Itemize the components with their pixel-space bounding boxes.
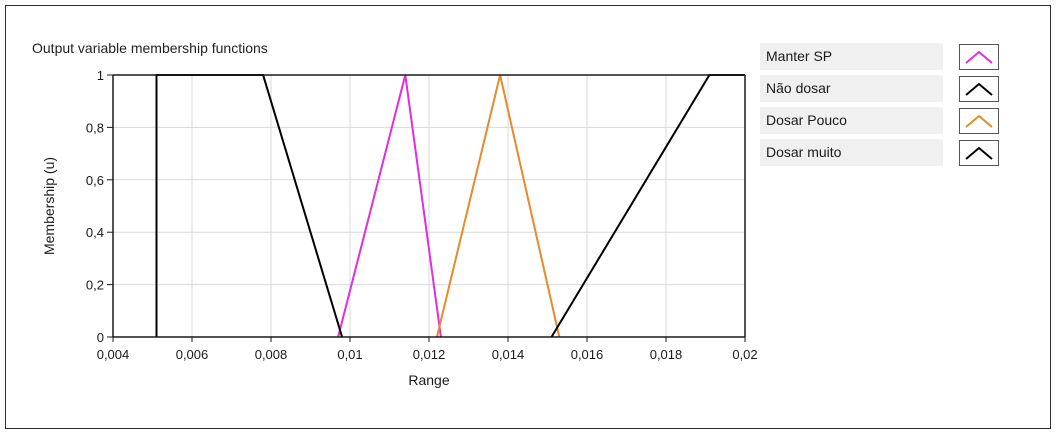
legend-swatch-icon[interactable] [959,140,999,166]
y-tick-label: 0,6 [86,173,104,188]
chart-title: Output variable membership functions [32,40,268,56]
x-tick-label: 0,01 [337,347,362,362]
y-tick-label: 0,4 [86,225,104,240]
legend-label: Manter SP [760,43,943,70]
x-tick-label: 0,004 [97,347,130,362]
y-tick-label: 0,2 [86,278,104,293]
x-tick-label: 0,008 [255,347,288,362]
legend: Manter SP Não dosar Dosar Pouco Dosar muito [756,43,1006,171]
legend-item[interactable]: Dosar muito [756,139,1006,168]
x-tick-label: 0,014 [492,347,525,362]
x-tick-label: 0,02 [732,347,757,362]
legend-swatch-icon[interactable] [959,44,999,70]
legend-label: Não dosar [760,75,943,102]
y-tick-label: 0 [97,330,104,345]
x-tick-label: 0,006 [176,347,209,362]
legend-swatch-icon[interactable] [959,76,999,102]
legend-item[interactable]: Dosar Pouco [756,107,1006,136]
y-tick-label: 0,8 [86,120,104,135]
y-tick-label: 1 [97,68,104,83]
legend-item[interactable]: Não dosar [756,75,1006,104]
legend-item[interactable]: Manter SP [756,43,1006,72]
x-tick-label: 0,018 [650,347,683,362]
x-tick-label: 0,012 [413,347,446,362]
legend-label: Dosar muito [760,139,943,166]
x-axis-title: Range [408,372,449,388]
y-axis-title: Membership (u) [41,157,57,255]
x-tick-label: 0,016 [571,347,604,362]
legend-label: Dosar Pouco [760,107,943,134]
legend-swatch-icon[interactable] [959,108,999,134]
